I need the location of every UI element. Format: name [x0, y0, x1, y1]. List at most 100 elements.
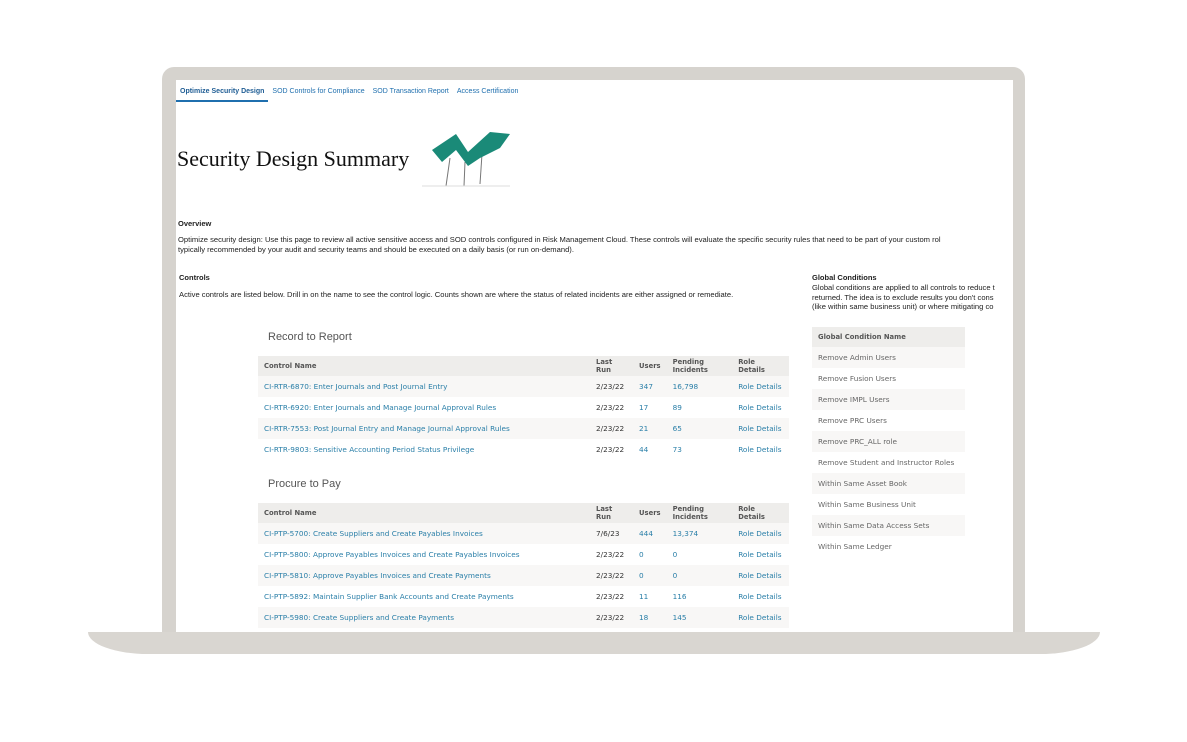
- global-condition-item[interactable]: Remove Student and Instructor Roles: [818, 458, 955, 467]
- table-row: CI-PTP-5980: Create Suppliers and Create…: [258, 607, 789, 628]
- tab-sod-transaction-report[interactable]: SOD Transaction Report: [372, 88, 449, 95]
- column-header: Role Details: [732, 503, 789, 523]
- global-condition-item[interactable]: Within Same Ledger: [818, 542, 892, 551]
- column-header: Control Name: [258, 356, 590, 376]
- control-name-link[interactable]: CI-RTR-6870: Enter Journals and Post Jou…: [258, 376, 590, 397]
- pending-incidents-link[interactable]: 116: [672, 592, 687, 601]
- last-run: 2/23/22: [590, 607, 634, 628]
- global-condition-item[interactable]: Within Same Data Access Sets: [812, 515, 965, 536]
- pending-incidents-link[interactable]: 65: [666, 418, 733, 439]
- control-name-link[interactable]: CI-PTP-5892: Maintain Supplier Bank Acco…: [264, 592, 514, 601]
- column-header: Pending Incidents: [666, 503, 733, 523]
- column-header: Role Details: [732, 356, 789, 376]
- column-header: Users: [633, 503, 667, 523]
- last-run: 2/23/22: [590, 565, 634, 586]
- tab-optimize-security-design[interactable]: Optimize Security Design: [176, 84, 269, 102]
- last-run: 2/23/22: [596, 445, 625, 454]
- control-name-link[interactable]: CI-RTR-7553: Post Journal Entry and Mana…: [258, 418, 590, 439]
- table-row: Remove PRC Users: [812, 410, 965, 431]
- control-name-link[interactable]: CI-PTP-5800: Approve Payables Invoices a…: [264, 550, 520, 559]
- role-details-link[interactable]: Role Details: [732, 607, 789, 628]
- global-conditions-heading: Global Conditions: [812, 273, 877, 282]
- table-row: Remove Admin Users: [812, 347, 965, 368]
- pending-incidents-link[interactable]: 16,798: [666, 376, 733, 397]
- last-run: 2/23/22: [596, 403, 625, 412]
- column-header: Pending Incidents: [666, 356, 733, 376]
- table-header-row: Control Name Last Run Users Pending Inciden…: [258, 356, 789, 376]
- last-run: 7/6/23: [590, 523, 634, 544]
- overview-heading: Overview: [178, 219, 212, 228]
- table-row: Remove IMPL Users: [812, 389, 965, 410]
- users-link[interactable]: 0: [639, 550, 644, 559]
- table-row: Remove Student and Instructor Roles: [812, 452, 965, 473]
- controls-text: Active controls are listed below. Drill …: [179, 290, 734, 299]
- global-conditions-text: Global conditions are applied to all con…: [812, 283, 995, 312]
- users-link[interactable]: 44: [639, 445, 649, 454]
- laptop-base: [88, 632, 1100, 654]
- overview-line: typically recommended by your audit and …: [178, 245, 574, 254]
- column-header: Users: [633, 356, 667, 376]
- last-run: 2/23/22: [596, 592, 625, 601]
- table-row: CI-RTR-7553: Post Journal Entry and Mana…: [258, 418, 789, 439]
- tab-bar: Optimize Security Design SOD Controls fo…: [176, 84, 522, 102]
- rtr-table: Control Name Last Run Users Pending Inciden…: [258, 356, 789, 460]
- users-link[interactable]: 17: [639, 403, 649, 412]
- table-row: CI-RTR-6920: Enter Journals and Manage J…: [258, 397, 789, 418]
- table-row: Within Same Ledger: [812, 536, 965, 557]
- table-row: CI-PTP-5800: Approve Payables Invoices a…: [258, 544, 789, 565]
- global-condition-item[interactable]: Remove PRC_ALL role: [812, 431, 965, 452]
- control-name-link[interactable]: CI-PTP-5700: Create Suppliers and Create…: [258, 523, 590, 544]
- table-row: CI-PTP-5700: Create Suppliers and Create…: [258, 523, 789, 544]
- role-details-link[interactable]: Role Details: [732, 565, 789, 586]
- table-row: CI-PTP-5892: Maintain Supplier Bank Acco…: [258, 586, 789, 607]
- role-details-link[interactable]: Role Details: [738, 403, 782, 412]
- role-details-link[interactable]: Role Details: [738, 592, 782, 601]
- global-condition-item[interactable]: Remove IMPL Users: [812, 389, 965, 410]
- column-header: Control Name: [258, 503, 590, 523]
- section-title-rtr: Record to Report: [268, 331, 352, 343]
- global-condition-item[interactable]: Remove Admin Users: [812, 347, 965, 368]
- table-row: CI-RTR-9803: Sensitive Accounting Period…: [258, 439, 789, 460]
- table-row: CI-PTP-5810: Approve Payables Invoices a…: [258, 565, 789, 586]
- pending-incidents-link[interactable]: 0: [666, 565, 733, 586]
- table-row: Within Same Data Access Sets: [812, 515, 965, 536]
- users-link[interactable]: 444: [633, 523, 667, 544]
- users-link[interactable]: 18: [633, 607, 667, 628]
- control-name-link[interactable]: CI-PTP-5980: Create Suppliers and Create…: [258, 607, 590, 628]
- role-details-link[interactable]: Role Details: [738, 550, 782, 559]
- global-condition-item[interactable]: Remove PRC Users: [818, 416, 887, 425]
- control-name-link[interactable]: CI-PTP-5810: Approve Payables Invoices a…: [258, 565, 590, 586]
- pending-incidents-link[interactable]: 145: [666, 607, 733, 628]
- pending-incidents-link[interactable]: 0: [672, 550, 678, 559]
- last-run: 2/23/22: [590, 418, 634, 439]
- users-link[interactable]: 347: [633, 376, 667, 397]
- users-link[interactable]: 11: [639, 592, 649, 601]
- global-condition-item[interactable]: Within Same Business Unit: [818, 500, 916, 509]
- global-condition-item[interactable]: Remove Fusion Users: [818, 374, 897, 383]
- pending-incidents-link[interactable]: 89: [672, 403, 682, 412]
- role-details-link[interactable]: Role Details: [732, 376, 789, 397]
- global-conditions-table: Global Condition Name Remove Admin Users…: [812, 327, 965, 557]
- controls-heading: Controls: [179, 273, 210, 282]
- role-details-link[interactable]: Role Details: [732, 523, 789, 544]
- tab-access-certification[interactable]: Access Certification: [456, 88, 519, 95]
- tab-sod-controls[interactable]: SOD Controls for Compliance: [272, 88, 365, 95]
- table-row: Remove PRC_ALL role: [812, 431, 965, 452]
- last-run: 2/23/22: [596, 550, 625, 559]
- control-name-link[interactable]: CI-RTR-9803: Sensitive Accounting Period…: [264, 445, 475, 454]
- table-row: Within Same Asset Book: [812, 473, 965, 494]
- pending-incidents-link[interactable]: 73: [672, 445, 682, 454]
- table-header-row: Control Name Last Run Users Pending Inciden…: [258, 503, 789, 523]
- global-condition-item[interactable]: Within Same Asset Book: [812, 473, 965, 494]
- trees-illustration: [422, 132, 510, 187]
- control-name-link[interactable]: CI-RTR-6920: Enter Journals and Manage J…: [264, 403, 497, 412]
- users-link[interactable]: 21: [633, 418, 667, 439]
- role-details-link[interactable]: Role Details: [732, 418, 789, 439]
- users-link[interactable]: 0: [633, 565, 667, 586]
- section-title-ptp: Procure to Pay: [268, 478, 341, 490]
- column-header: Last Run: [590, 356, 634, 376]
- pending-incidents-link[interactable]: 13,374: [666, 523, 733, 544]
- page-title: Security Design Summary: [177, 146, 410, 171]
- column-header: Last Run: [590, 503, 634, 523]
- role-details-link[interactable]: Role Details: [738, 445, 782, 454]
